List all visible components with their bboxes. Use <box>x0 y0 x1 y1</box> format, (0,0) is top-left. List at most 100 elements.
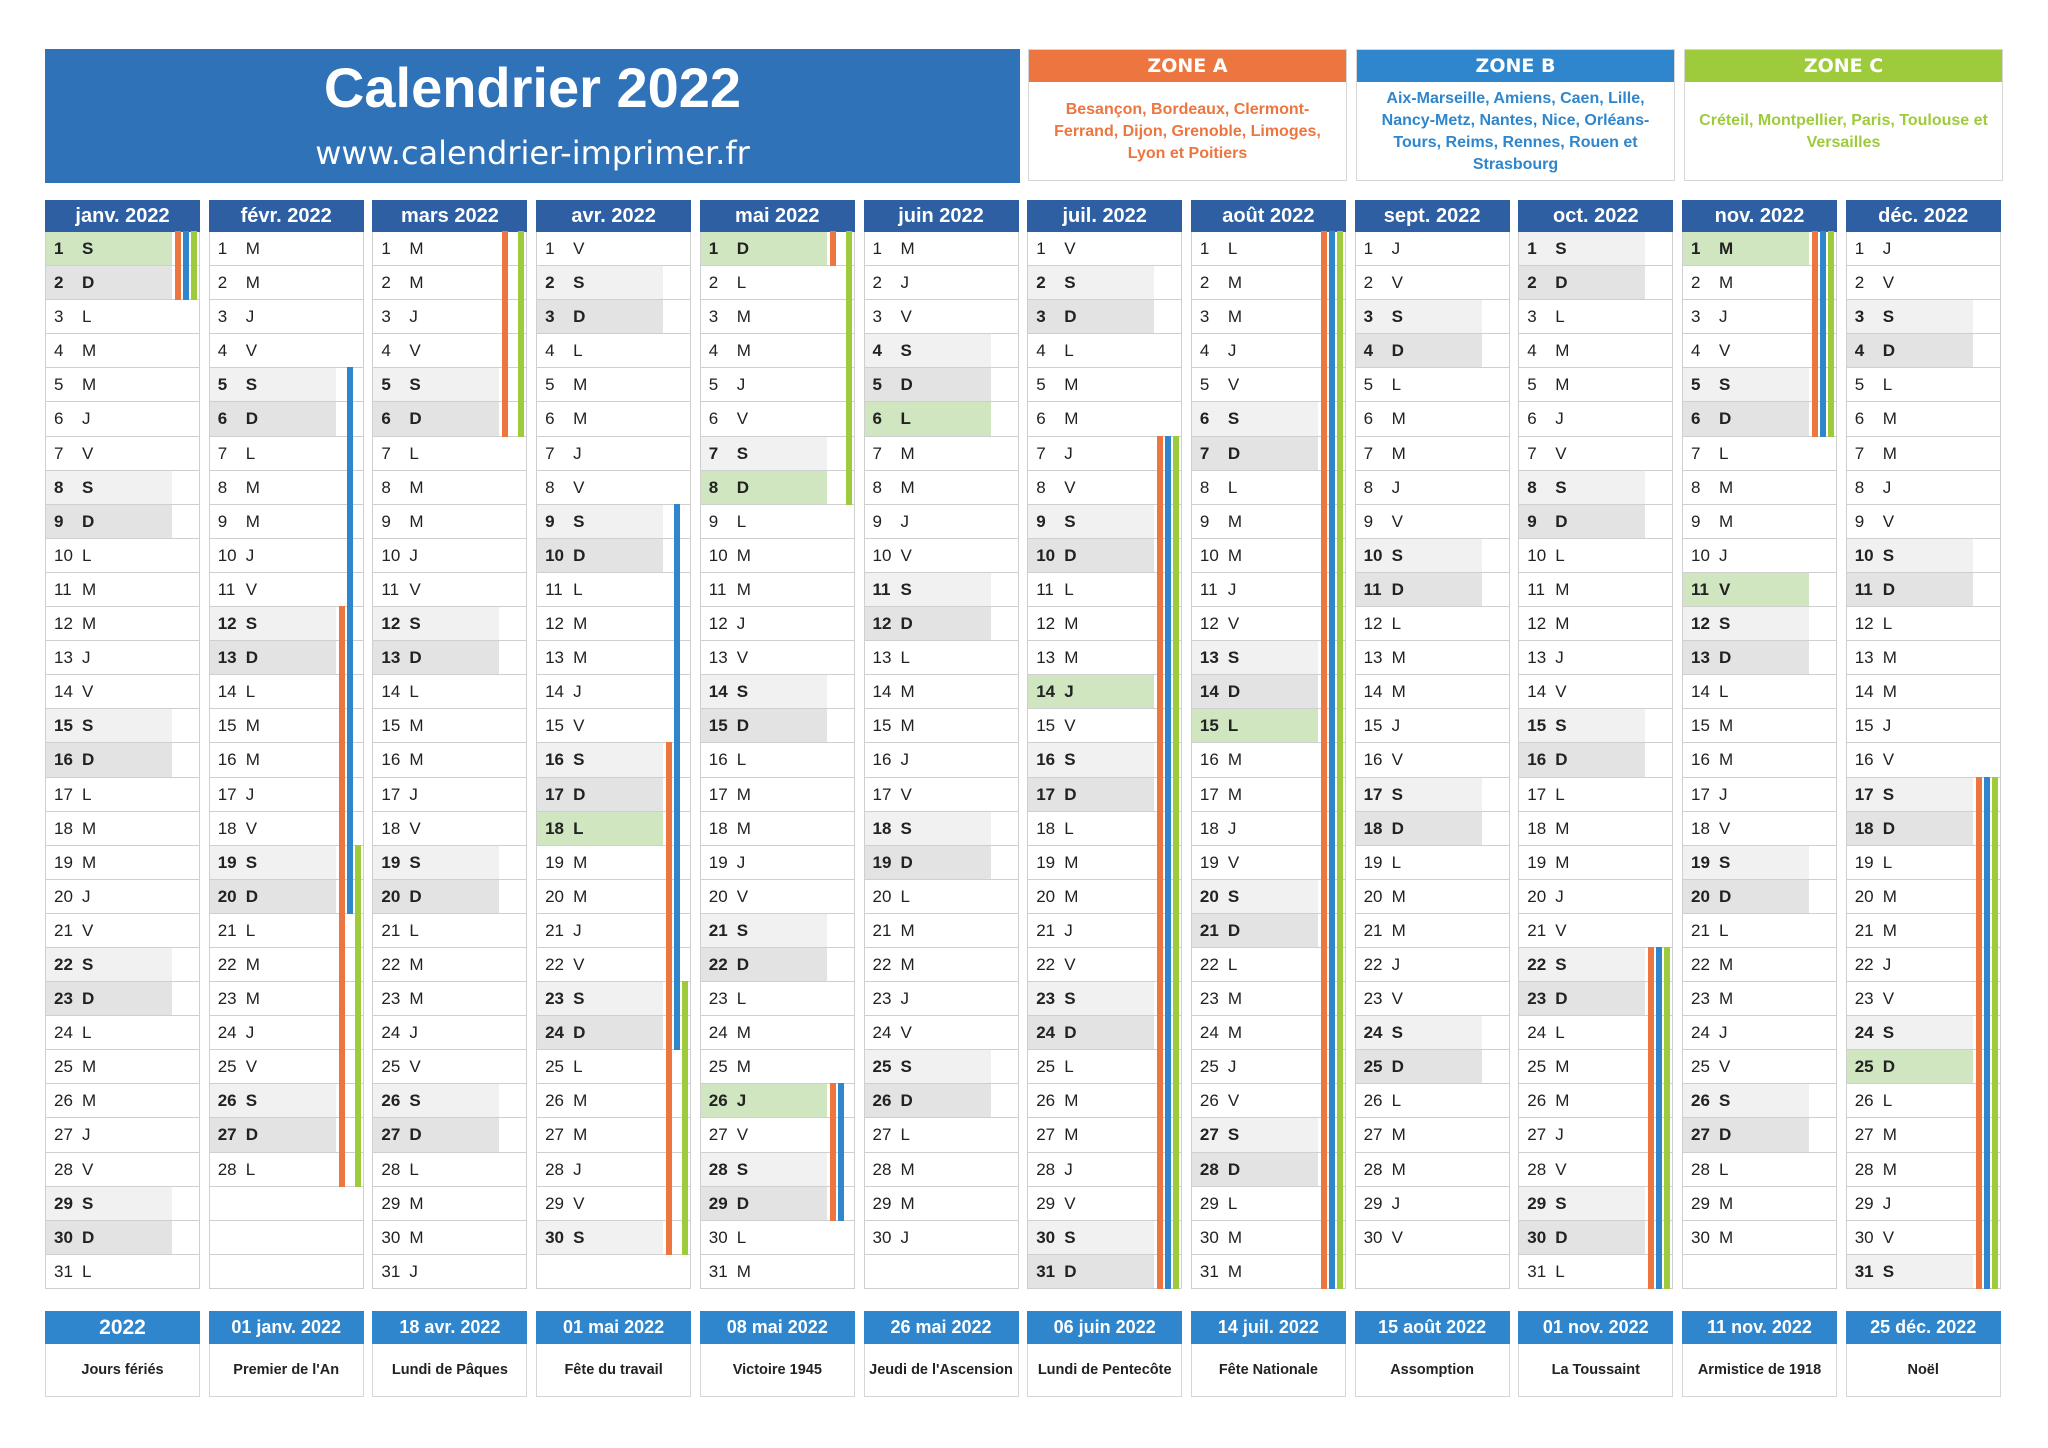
weekday-letter: L <box>409 443 419 463</box>
weekday-letter: S <box>1882 1023 1895 1043</box>
weekday-letter: D <box>736 477 750 497</box>
day-number: 27 <box>872 1125 892 1145</box>
weekday-letter: M <box>409 273 424 293</box>
day-number: 27 <box>217 1125 237 1145</box>
weekday-letter: S <box>1064 989 1076 1009</box>
day-number: 3 <box>1199 307 1210 327</box>
weekday-letter: D <box>736 239 750 258</box>
weekday-letter: M <box>82 818 97 838</box>
zone-a-vacation-marker <box>1157 1253 1164 1289</box>
zone-b-vacation-marker <box>346 878 353 914</box>
weekday-letter: M <box>900 920 915 940</box>
zone-c-vacation-marker <box>845 401 852 437</box>
day-number: 19 <box>1199 852 1219 872</box>
weekday-letter: V <box>245 579 258 599</box>
weekday-letter: V <box>1227 614 1240 634</box>
zone-b-vacation-marker <box>1820 299 1826 335</box>
weekday-letter: M <box>245 511 260 531</box>
zone-b-vacation-marker <box>1328 674 1335 710</box>
zone-a-vacation-marker <box>1320 810 1327 846</box>
day-cell: 18 J <box>1191 810 1345 846</box>
website-link[interactable]: www.calendrier-imprimer.fr <box>315 134 750 172</box>
zone-b-vacation-marker <box>1165 742 1172 778</box>
zone-c-vacation-marker <box>1173 742 1180 778</box>
zone-c-vacation-marker <box>1173 1151 1180 1187</box>
month-header: oct. 2022 <box>1518 200 1674 232</box>
day-number: 16 <box>708 750 728 770</box>
day-cell: 27 D <box>1683 1118 1836 1153</box>
zone-b-vacation-marker <box>346 776 353 812</box>
day-number: 7 <box>545 443 555 463</box>
day-number: 19 <box>1363 852 1383 872</box>
zone-c-vacation-marker <box>1664 1083 1671 1119</box>
weekday-letter: J <box>1882 954 1892 974</box>
weekday-letter: M <box>82 614 97 634</box>
empty-day-cell <box>537 1255 691 1289</box>
weekday-letter: L <box>245 1159 256 1179</box>
zone-a-vacation-marker <box>1320 606 1327 642</box>
zone-a-vacation-marker <box>1157 1185 1164 1221</box>
weekday-letter: S <box>1882 307 1895 327</box>
weekday-letter: J <box>1719 784 1728 804</box>
day-number: 12 <box>1363 614 1383 634</box>
weekday-letter: M <box>1064 1091 1079 1111</box>
zone-b-vacation-marker <box>837 1151 844 1187</box>
day-number: 16 <box>1527 750 1547 770</box>
zone-b-vacation-marker <box>1656 1083 1663 1119</box>
zone-b-vacation-marker <box>346 606 353 642</box>
weekday-letter: J <box>409 784 418 804</box>
day-number: 25 <box>217 1057 237 1077</box>
day-number: 23 <box>1363 989 1383 1009</box>
day-number: 17 <box>708 784 728 804</box>
weekday-letter: M <box>1391 682 1406 702</box>
day-number: 12 <box>708 614 728 634</box>
zone-c-vacation-marker <box>1173 1049 1180 1085</box>
day-number: 1 <box>872 239 882 258</box>
weekday-letter: M <box>1555 614 1570 634</box>
zone-a-vacation-marker <box>1812 367 1818 403</box>
zone-b-vacation-marker <box>1328 776 1335 812</box>
zone-b-vacation-marker <box>1983 1015 1990 1051</box>
zone-b-vacation-marker <box>1328 265 1335 301</box>
weekday-letter: L <box>82 545 92 565</box>
day-number: 16 <box>381 750 401 770</box>
day-cell: 17 J <box>209 776 363 812</box>
zone-c-vacation-marker <box>1828 231 1834 267</box>
day-number: 11 <box>54 579 72 599</box>
day-cell: 20 V <box>700 880 854 914</box>
zone-a-vacation-marker <box>1975 1015 1982 1051</box>
day-number: 13 <box>1036 648 1056 668</box>
month-header: août 2022 <box>1190 200 1346 232</box>
weekday-letter: M <box>900 443 915 463</box>
day-number: 9 <box>545 511 555 531</box>
zone-a-vacation-marker <box>502 231 509 267</box>
day-cell: 24 D <box>1028 1015 1182 1051</box>
day-cell: 18 L <box>537 810 691 846</box>
day-cell: 13 S <box>1191 640 1345 676</box>
month-header: janv. 2022 <box>45 200 200 232</box>
weekday-letter: S <box>82 239 94 258</box>
weekday-letter: M <box>1064 375 1079 395</box>
day-number: 2 <box>1036 273 1046 293</box>
zone-b-vacation-marker <box>1656 946 1663 983</box>
day-cell: 20 M <box>1846 878 2000 914</box>
weekday-letter: L <box>245 682 256 702</box>
day-number: 10 <box>217 545 237 565</box>
weekday-letter: D <box>82 989 95 1009</box>
zone-b-vacation-marker <box>1328 946 1335 983</box>
day-number: 15 <box>54 716 73 736</box>
day-number: 21 <box>1036 920 1056 940</box>
day-cell: 20 J <box>46 880 199 914</box>
weekday-letter: J <box>1555 409 1564 429</box>
day-number: 1 <box>1199 239 1210 258</box>
